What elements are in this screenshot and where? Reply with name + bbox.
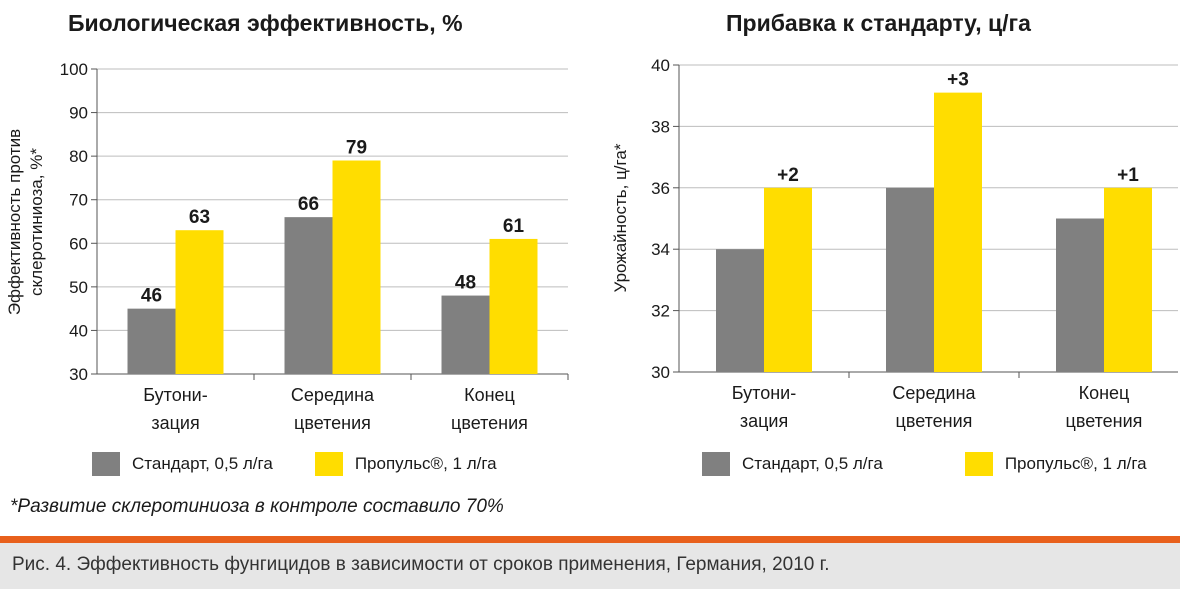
data-label: 48 xyxy=(455,273,476,294)
data-label: 66 xyxy=(298,194,319,215)
legend-label-standard: Стандарт, 0,5 л/га xyxy=(742,454,883,473)
bar-propulse xyxy=(175,230,224,374)
legend-item-propulse: Пропульс®, 1 л/га xyxy=(314,452,497,476)
y-tick-label: 90 xyxy=(69,104,88,123)
x-tick-label: Бутони- xyxy=(143,385,207,405)
bar-propulse xyxy=(332,160,381,374)
bar-propulse xyxy=(764,187,812,372)
caption-bar: Рис. 4. Эффективность фунгицидов в завис… xyxy=(0,543,1180,589)
y-tick-label: 40 xyxy=(69,321,88,340)
y-tick-label: 38 xyxy=(651,117,670,136)
y-tick-label: 50 xyxy=(69,278,88,297)
y-tick-label: 80 xyxy=(69,147,88,166)
chart-legend: Стандарт, 0,5 л/га Пропульс®, 1 л/га xyxy=(92,450,497,478)
bar-standard xyxy=(127,308,176,374)
legend-swatch-propulse xyxy=(314,452,343,476)
x-tick-label: зация xyxy=(740,411,788,431)
bar-standard xyxy=(284,217,333,374)
data-label: +1 xyxy=(1117,165,1139,186)
y-tick-label: 30 xyxy=(651,363,670,382)
x-tick-label: Конец xyxy=(1079,383,1130,403)
x-tick-label: Середина xyxy=(291,385,375,405)
legend-item-propulse: Пропульс®, 1 л/га xyxy=(964,452,1147,476)
y-tick-label: 70 xyxy=(69,191,88,210)
legend-item-standard: Стандарт, 0,5 л/га xyxy=(702,452,883,476)
data-label: 79 xyxy=(346,138,367,159)
x-tick-label: цветения xyxy=(294,413,371,433)
bar-propulse xyxy=(1104,187,1152,372)
x-tick-label: Конец xyxy=(464,385,515,405)
bar-standard xyxy=(1056,218,1104,372)
chart-legend: Стандарт, 0,5 л/га Пропульс®, 1 л/га xyxy=(702,450,1147,478)
data-label: 61 xyxy=(503,216,525,237)
legend-swatch-standard xyxy=(92,452,120,476)
legend-label-standard: Стандарт, 0,5 л/га xyxy=(132,454,273,473)
chart-plot: 30 32 34 36 38 40 Урожайность, ц/га* +2 Бутони-з… xyxy=(611,56,1178,431)
y-tick-label: 40 xyxy=(651,56,670,75)
bar-propulse xyxy=(489,238,538,374)
y-axis-label: Урожайность, ц/га* xyxy=(611,143,630,292)
legend-swatch-propulse xyxy=(964,452,993,476)
bar-standard xyxy=(716,249,764,372)
y-tick-label: 34 xyxy=(651,240,670,259)
chart-biological-efficiency: Биологическая эффективность, % 30 40 50 60 7… xyxy=(0,0,590,490)
legend-item-standard: Стандарт, 0,5 л/га xyxy=(92,452,273,476)
legend-swatch-standard xyxy=(702,452,730,476)
y-tick-label: 32 xyxy=(651,302,670,321)
y-tick-label: 30 xyxy=(69,365,88,384)
x-tick-label: цветения xyxy=(451,413,528,433)
x-tick-label: цветения xyxy=(1066,411,1143,431)
x-tick-label: Середина xyxy=(892,383,976,403)
y-tick-label: 36 xyxy=(651,179,670,198)
x-tick-label: зация xyxy=(151,413,199,433)
x-tick-label: Бутони- xyxy=(732,383,796,403)
data-label: +2 xyxy=(777,165,799,186)
chart-title: Прибавка к стандарту, ц/га xyxy=(726,10,1031,36)
data-label: +3 xyxy=(947,70,969,91)
x-tick-label: цветения xyxy=(896,411,973,431)
accent-rule xyxy=(0,536,1180,543)
bar-propulse xyxy=(934,92,982,372)
data-label: 46 xyxy=(141,286,162,307)
bar-standard xyxy=(441,295,490,374)
chart-title: Биологическая эффективность, % xyxy=(68,10,463,36)
y-tick-label: 100 xyxy=(60,60,88,79)
bar-standard xyxy=(886,187,934,372)
y-axis-label: склеротиниоза, %* xyxy=(27,148,46,296)
chart-yield-increase: Прибавка к стандарту, ц/га 30 32 34 36 38 40 У… xyxy=(590,0,1180,490)
figure-caption: Рис. 4. Эффективность фунгицидов в завис… xyxy=(12,554,830,575)
legend-label-propulse: Пропульс®, 1 л/га xyxy=(1004,454,1147,473)
legend-label-propulse: Пропульс®, 1 л/га xyxy=(354,454,497,473)
y-axis-label: Эффективность против xyxy=(5,129,24,315)
y-tick-label: 60 xyxy=(69,234,88,253)
footnote: *Развитие склеротиниоза в контроле соста… xyxy=(10,496,504,517)
data-label: 63 xyxy=(189,207,210,228)
chart-plot: 30 40 50 60 70 80 90 100 Эффективность против скл… xyxy=(5,60,569,433)
